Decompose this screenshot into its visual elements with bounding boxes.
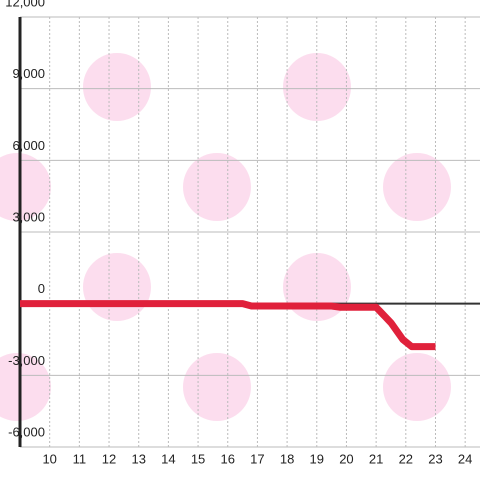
x-tick-label: 12 [102, 451, 116, 466]
x-tick-label: 23 [428, 451, 442, 466]
x-tick-label: 11 [73, 451, 87, 466]
watermark [0, 153, 51, 221]
x-tick-label: 10 [42, 451, 56, 466]
x-tick-label: 19 [310, 451, 324, 466]
x-tick-label: 17 [250, 451, 264, 466]
data-line [20, 300, 436, 351]
x-tick-label: 16 [221, 451, 235, 466]
x-tick-label: 13 [131, 451, 145, 466]
x-tick-label: 18 [280, 451, 294, 466]
watermark [0, 353, 51, 421]
y-tick-label: 3,000 [12, 209, 45, 224]
x-tick-label: 22 [399, 451, 413, 466]
watermark [183, 353, 251, 421]
x-tick-label: 21 [369, 451, 383, 466]
watermark [183, 153, 251, 221]
x-tick-label: 24 [458, 451, 472, 466]
y-tick-label: 6,000 [12, 138, 45, 153]
y-tick-label: -6,000 [8, 424, 45, 439]
x-tick-label: 20 [339, 451, 353, 466]
watermark [383, 153, 451, 221]
x-tick-label: 14 [161, 451, 175, 466]
x-tick-label: 15 [191, 451, 205, 466]
y-tick-label: 12,000 [5, 0, 45, 9]
watermark [83, 253, 151, 321]
y-tick-label: -3,000 [8, 353, 45, 368]
watermark [383, 353, 451, 421]
watermark [83, 53, 151, 121]
y-tick-label: 0 [38, 281, 45, 296]
y-tick-label: 9,000 [12, 66, 45, 81]
